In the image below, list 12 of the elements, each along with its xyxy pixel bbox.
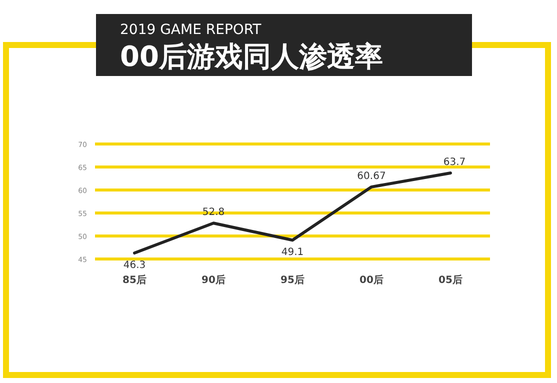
x-tick-label: 05后 <box>438 274 462 286</box>
x-tick-label: 95后 <box>280 274 304 286</box>
x-tick-label: 00后 <box>360 274 384 286</box>
data-label: 60.67 <box>357 170 386 182</box>
data-label: 46.3 <box>123 260 146 272</box>
x-tick-label: 90后 <box>202 274 226 286</box>
data-label: 49.1 <box>281 247 304 258</box>
x-tick-label: 85后 <box>122 274 146 286</box>
chart-subtitle: 2019 GAME REPORT <box>120 22 262 38</box>
chart-title: 00后游戏同人渗透率 <box>120 40 383 73</box>
line-series <box>133 171 452 255</box>
data-label: 63.7 <box>443 156 466 168</box>
